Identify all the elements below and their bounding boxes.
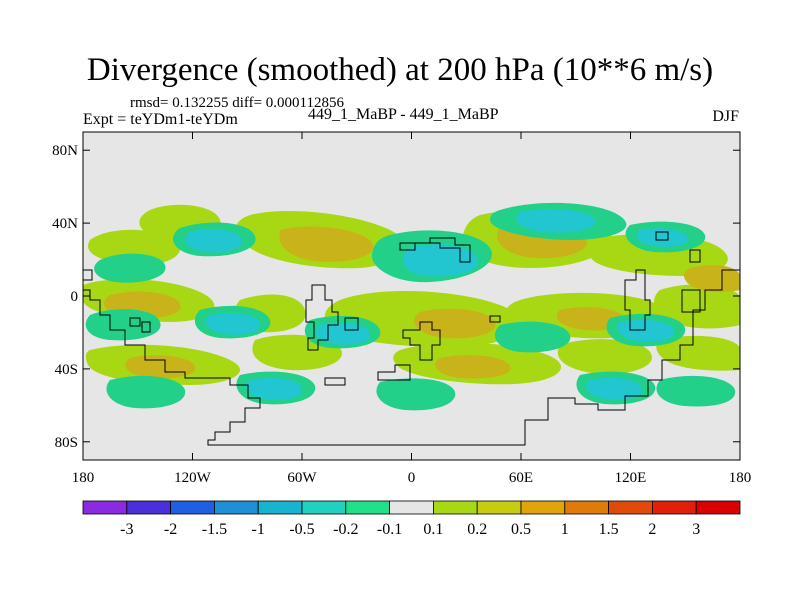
colorbar-label: -0.2: [333, 521, 358, 538]
lon-tick-label: 180: [729, 470, 752, 486]
colorbar-label: -1: [252, 521, 265, 538]
lon-tick-label: 120E: [615, 470, 647, 486]
colorbar-label: 0.2: [467, 521, 487, 538]
divergence-field: [83, 202, 740, 411]
lon-tick-label: 180: [72, 470, 95, 486]
colorbar: -3 -2 -1.5 -1 -0.5 -0.2 -0.1 0.1 0.2 0.5 1 1.5 2 3: [82, 500, 741, 538]
colorbar-swatch: [608, 500, 653, 515]
colorbar-swatch: [82, 500, 128, 515]
colorbar-label: -3: [120, 521, 133, 538]
lat-tick-label: 40N: [52, 216, 78, 232]
season-label: DJF: [712, 108, 739, 125]
colorbar-label: 3: [692, 521, 700, 538]
colorbar-label: -0.5: [289, 521, 314, 538]
colorbar-swatch: [652, 500, 697, 515]
colorbar-label: -0.1: [377, 521, 402, 538]
colorbar-swatch: [432, 500, 478, 515]
lat-tick-label: 40S: [55, 362, 78, 378]
colorbar-swatch: [476, 500, 522, 515]
colorbar-swatch: [564, 500, 609, 515]
colorbar-label: 2: [648, 521, 656, 538]
lat-tick-label: 80N: [52, 143, 78, 159]
lat-tick-label: 0: [71, 289, 79, 305]
colorbar-label: -2: [164, 521, 177, 538]
colorbar-swatch: [213, 500, 259, 515]
colorbar-swatch: [257, 500, 303, 515]
lon-tick-label: 0: [408, 470, 416, 486]
coastlines: [83, 231, 740, 446]
colorbar-swatch: [389, 500, 434, 515]
colorbar-label: -1.5: [202, 521, 227, 538]
colorbar-label: 0.1: [423, 521, 443, 538]
negative-regions: [185, 209, 689, 400]
colorbar-swatch: [170, 500, 215, 515]
stats-label: rmsd= 0.132255 diff= 0.000112856: [130, 95, 344, 111]
positive-regions: [103, 224, 740, 379]
colorbar-swatch: [345, 500, 390, 515]
colorbar-label: 1: [561, 521, 569, 538]
lon-tick-label: 120W: [174, 470, 212, 486]
colorbar-label: 1.5: [599, 521, 619, 538]
colorbar-swatch: [520, 500, 566, 515]
colorbar-swatch: [126, 500, 172, 515]
colorbar-swatch: [695, 500, 741, 515]
lon-tick-label: 60W: [287, 470, 317, 486]
colorbar-label: 0.5: [511, 521, 531, 538]
experiment-label: Expt = teYDm1-teYDm: [83, 111, 238, 128]
comparison-label: 449_1_MaBP - 449_1_MaBP: [308, 106, 499, 123]
lat-tick-label: 80S: [55, 435, 78, 451]
lon-tick-label: 60E: [509, 470, 533, 486]
axis-ticks: 80N 40N 0 40S 80S 180 120W 60W 0 60E 120E 180: [52, 132, 751, 486]
plot-title: Divergence (smoothed) at 200 hPa (10**6 …: [86, 52, 714, 88]
colorbar-swatch: [301, 500, 347, 515]
